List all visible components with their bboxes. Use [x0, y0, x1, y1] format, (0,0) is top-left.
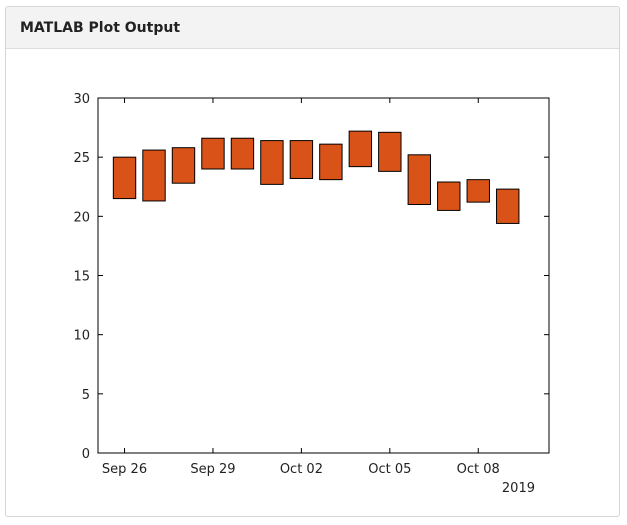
x-tick-label: Oct 02	[280, 462, 323, 477]
y-tick-label: 25	[73, 151, 90, 166]
range-bar-sep-27	[142, 149, 166, 202]
x-tick-label: Oct 05	[368, 462, 411, 477]
x-tick-label: Oct 08	[457, 462, 500, 477]
range-bar-oct-04	[348, 130, 373, 168]
range-bar-sep-29	[201, 137, 225, 170]
range-bar-sep-26	[112, 156, 137, 200]
range-bar-sep-30	[230, 137, 255, 170]
x-tick-label: Sep 29	[190, 462, 235, 477]
y-tick-label: 5	[82, 388, 90, 403]
panel-title: MATLAB Plot Output	[6, 7, 619, 49]
y-tick-label: 20	[73, 210, 90, 225]
range-bar-oct-02	[289, 140, 314, 179]
x-tick-label: Sep 26	[102, 462, 147, 477]
y-tick-label: 15	[73, 270, 90, 285]
range-bar-oct-09	[496, 188, 520, 224]
y-tick-label: 0	[82, 447, 90, 462]
range-bar-oct-03	[319, 143, 343, 181]
range-bar-oct-08	[466, 179, 490, 203]
y-tick-label: 30	[73, 92, 90, 107]
range-bar-oct-06	[407, 154, 432, 206]
range-bar-oct-05	[378, 131, 402, 172]
y-tick-label: 10	[73, 329, 90, 344]
range-bar-sep-28	[171, 147, 196, 184]
range-bar-oct-07	[437, 181, 461, 211]
range-bar-oct-01	[260, 140, 284, 185]
x-year-label: 2019	[502, 481, 535, 496]
